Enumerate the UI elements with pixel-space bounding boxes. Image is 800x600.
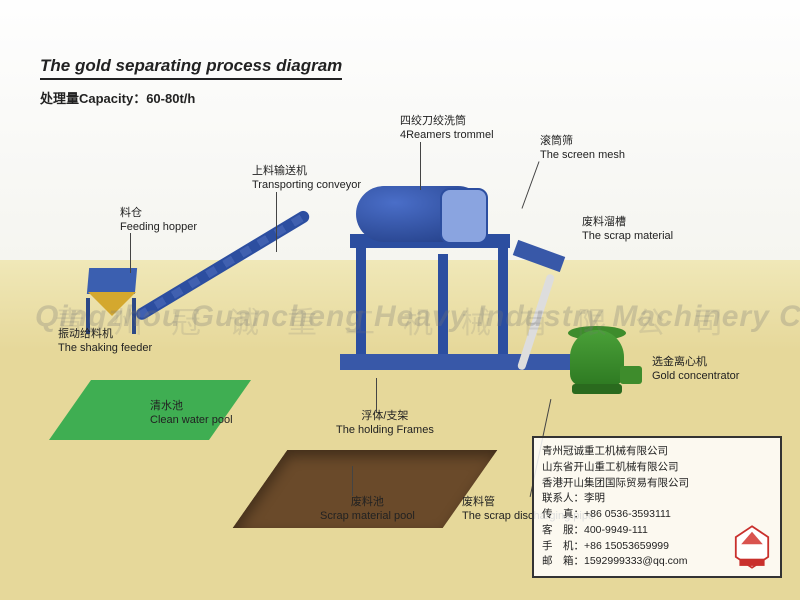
label-screen: 滚筒筛 The screen mesh (540, 135, 625, 163)
label-shaker: 振动给料机 The shaking feeder (58, 328, 152, 356)
leader-hopper (130, 233, 131, 273)
contact-fax: 传 真：+86 0536-3593111 (542, 507, 772, 523)
trommel-shape (356, 186, 486, 242)
contact-company-1: 青州冠诚重工机械有限公司 (542, 444, 772, 460)
diagram-scene: The gold separating process diagram 处理量C… (0, 0, 800, 600)
label-scrap-chute: 废料溜槽 The scrap material (582, 216, 673, 244)
contact-card: 青州冠诚重工机械有限公司 山东省开山重工机械有限公司 香港开山集团国际贸易有限公… (532, 436, 782, 578)
contact-company-2: 山东省开山重工机械有限公司 (542, 460, 772, 476)
label-scrap-pool: 废料池 Scrap material pool (320, 496, 415, 524)
title-text: The gold separating process diagram (40, 56, 342, 80)
contact-company-3: 香港开山集团国际贸易有限公司 (542, 476, 772, 492)
leader-trommel (420, 142, 421, 190)
diagram-title: The gold separating process diagram (40, 56, 342, 80)
label-hopper: 料仓 Feeding hopper (120, 207, 197, 235)
label-conveyor: 上料输送机 Transporting conveyor (252, 165, 361, 193)
leader-frame (376, 378, 377, 412)
label-concentrator: 选金离心机 Gold concentrator (652, 356, 739, 384)
contact-person: 联系人：李明 (542, 491, 772, 507)
capacity-text: 处理量Capacity：60-80t/h (40, 88, 195, 107)
leader-conveyor (276, 192, 277, 252)
company-logo-icon (734, 524, 770, 570)
label-water-pool: 清水池 Clean water pool (150, 400, 233, 428)
label-trommel: 四绞刀绞洗筒 4Reamers trommel (400, 115, 494, 143)
label-frame: 浮体/支架 The holding Frames (336, 410, 434, 438)
leader-scrap-pool (352, 466, 353, 496)
